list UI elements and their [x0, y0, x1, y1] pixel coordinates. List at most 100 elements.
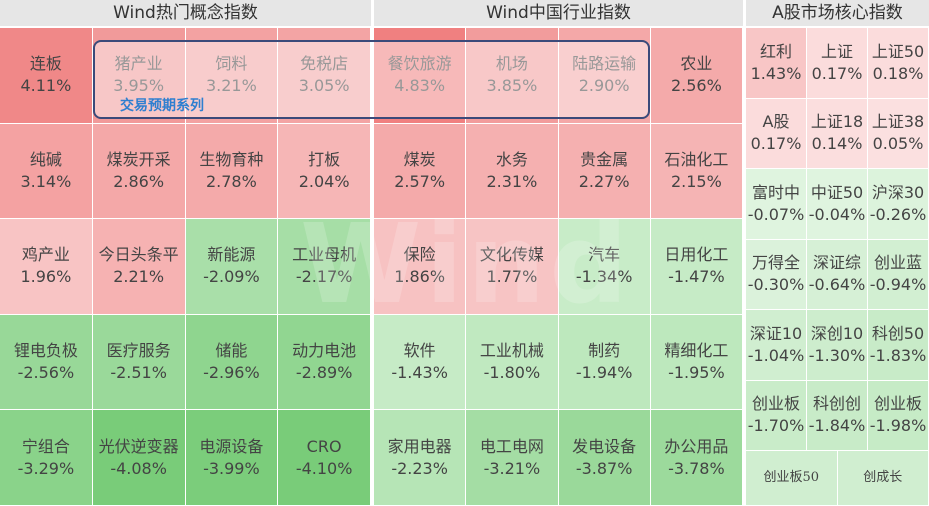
index-cell: 煤炭 2.57% — [374, 123, 466, 219]
index-name: 新能源 — [207, 245, 256, 265]
index-change: 2.86% — [113, 171, 165, 191]
index-cell: 科创创 -1.84% — [807, 380, 867, 450]
index-cell: 创业板 -1.70% — [746, 380, 806, 450]
index-change: 1.96% — [20, 267, 72, 287]
index-cell: 制药 -1.94% — [558, 314, 650, 410]
index-cell: 纯碱 3.14% — [0, 123, 92, 219]
index-change: 4.83% — [394, 76, 446, 96]
index-cell: 深证10 -1.04% — [746, 310, 806, 380]
highlight-box — [93, 40, 650, 119]
index-change: 0.14% — [811, 134, 863, 154]
index-cell: 光伏逆变器 -4.08% — [92, 410, 185, 505]
index-name: 深证10 — [749, 323, 803, 343]
index-cell: 软件 -1.43% — [374, 314, 466, 410]
index-name: 上证38 — [871, 112, 925, 132]
index-cell: 石油化工 2.15% — [650, 123, 742, 219]
index-name: 办公用品 — [664, 436, 729, 456]
index-change: -1.95% — [668, 363, 725, 383]
index-cell: 连板 4.11% — [0, 28, 92, 123]
index-name: 餐饮旅游 — [387, 54, 452, 74]
index-name: 科创50 — [871, 323, 925, 343]
index-name: 免税店 — [300, 54, 349, 74]
index-name: 饲料 — [215, 54, 248, 74]
index-change: 0.05% — [872, 134, 924, 154]
index-change: -1.04% — [747, 345, 805, 365]
index-name: 锂电负极 — [13, 341, 78, 361]
index-change: 3.95% — [113, 76, 165, 96]
index-cell: 电源设备 -3.99% — [185, 410, 278, 505]
index-name: 农业 — [680, 54, 713, 74]
index-change: -1.80% — [483, 363, 541, 383]
index-cell: 富时中 -0.07% — [746, 169, 806, 239]
index-name: 创业蓝 — [873, 253, 922, 273]
index-name: 创成长 — [863, 470, 903, 485]
index-name: 万得全 — [751, 253, 800, 273]
index-name: 精细化工 — [664, 341, 729, 361]
panel-title: A股市场核心指数 — [746, 0, 929, 26]
index-change: 2.78% — [205, 171, 257, 191]
index-name: 宁组合 — [21, 436, 70, 456]
index-cell: 工业机械 -1.80% — [466, 314, 558, 410]
index-change: -3.29% — [17, 458, 75, 478]
index-change: -3.21% — [483, 458, 541, 478]
index-cell: 中证50 -0.04% — [807, 169, 867, 239]
index-change: -2.96% — [203, 363, 260, 383]
index-name: 日用化工 — [664, 245, 729, 265]
index-cell: 精细化工 -1.95% — [650, 314, 742, 410]
index-name: 制药 — [588, 341, 621, 361]
index-change: -1.83% — [869, 345, 927, 365]
index-name: 富时中 — [751, 182, 800, 202]
index-change: -4.08% — [110, 458, 167, 478]
index-cell: 创业蓝 -0.94% — [868, 239, 928, 309]
index-name: CRO — [306, 436, 342, 456]
index-cell: 日用化工 -1.47% — [650, 219, 742, 314]
index-name: 储能 — [215, 341, 248, 361]
index-cell: 猪产业 3.95% — [92, 28, 185, 123]
index-cell: 创业板50 — [746, 451, 837, 505]
index-name: 电源设备 — [199, 436, 264, 456]
index-name: 汽车 — [588, 245, 621, 265]
index-name: 电工电网 — [479, 436, 544, 456]
index-change: -2.09% — [203, 267, 260, 287]
index-cell: 上证18 0.14% — [807, 98, 867, 168]
index-change: -2.23% — [391, 458, 448, 478]
index-change: -1.98% — [869, 416, 927, 436]
index-change: 3.05% — [298, 76, 350, 96]
index-cell: 饲料 3.21% — [185, 28, 278, 123]
index-cell: 锂电负极 -2.56% — [0, 314, 92, 410]
index-change: -3.99% — [203, 458, 260, 478]
index-name: 深创10 — [810, 323, 864, 343]
index-name: 贵金属 — [580, 149, 629, 169]
index-cell: 贵金属 2.27% — [558, 123, 650, 219]
index-name: 文化传媒 — [479, 245, 544, 265]
index-cell: 万得全 -0.30% — [746, 239, 806, 309]
index-cell: 沪深30 -0.26% — [868, 169, 928, 239]
index-name: 软件 — [403, 341, 436, 361]
index-name: 创业板50 — [763, 470, 820, 485]
index-name: 上证18 — [810, 112, 864, 132]
index-cell: 陆路运输 2.90% — [558, 28, 650, 123]
index-cell: 红利 1.43% — [746, 28, 806, 98]
index-cell: 机场 3.85% — [466, 28, 558, 123]
index-cell: 深证综 -0.64% — [807, 239, 867, 309]
index-cell: 发电设备 -3.87% — [558, 410, 650, 505]
index-cell: 免税店 3.05% — [278, 28, 370, 123]
index-change: 3.21% — [205, 76, 257, 96]
index-cell: 汽车 -1.34% — [558, 219, 650, 314]
index-name: 石油化工 — [664, 149, 729, 169]
index-cell: 办公用品 -3.78% — [650, 410, 742, 505]
index-name: 深证综 — [812, 253, 861, 273]
index-cell: A股 0.17% — [746, 98, 806, 168]
index-name: 水务 — [495, 149, 528, 169]
index-cell: 家用电器 -2.23% — [374, 410, 466, 505]
index-cell: 医疗服务 -2.51% — [92, 314, 185, 410]
index-name: 煤炭 — [403, 149, 436, 169]
index-cell: 打板 2.04% — [278, 123, 370, 219]
index-cell: 今日头条平 2.21% — [92, 219, 185, 314]
index-change: 2.21% — [113, 267, 165, 287]
panel-title: Wind热门概念指数 — [0, 0, 371, 26]
index-change: 2.56% — [670, 76, 722, 96]
index-change: -0.64% — [808, 275, 866, 295]
panel-title: Wind中国行业指数 — [374, 0, 743, 26]
